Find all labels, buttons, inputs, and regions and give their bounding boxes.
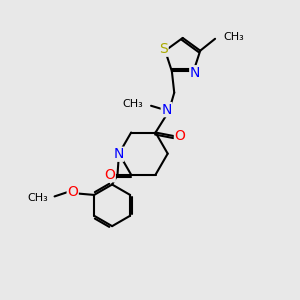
Text: N: N [161,103,172,117]
Text: O: O [67,185,78,199]
Text: N: N [190,66,200,80]
Text: O: O [175,129,185,143]
Text: N: N [113,147,124,161]
Text: CH₃: CH₃ [27,193,48,203]
Text: CH₃: CH₃ [224,32,244,42]
Text: CH₃: CH₃ [122,99,143,109]
Text: O: O [104,168,115,182]
Text: S: S [159,42,168,56]
